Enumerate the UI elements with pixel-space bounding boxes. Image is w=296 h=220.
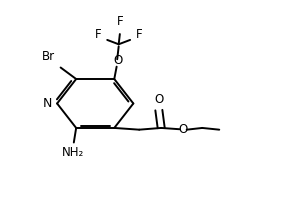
Text: F: F (95, 28, 102, 41)
Text: O: O (178, 123, 188, 136)
Text: O: O (154, 93, 163, 106)
Text: O: O (113, 55, 123, 68)
Text: F: F (136, 28, 142, 41)
Text: F: F (117, 15, 123, 28)
Text: N: N (42, 97, 52, 110)
Text: NH₂: NH₂ (62, 146, 84, 160)
Text: Br: Br (42, 50, 55, 63)
